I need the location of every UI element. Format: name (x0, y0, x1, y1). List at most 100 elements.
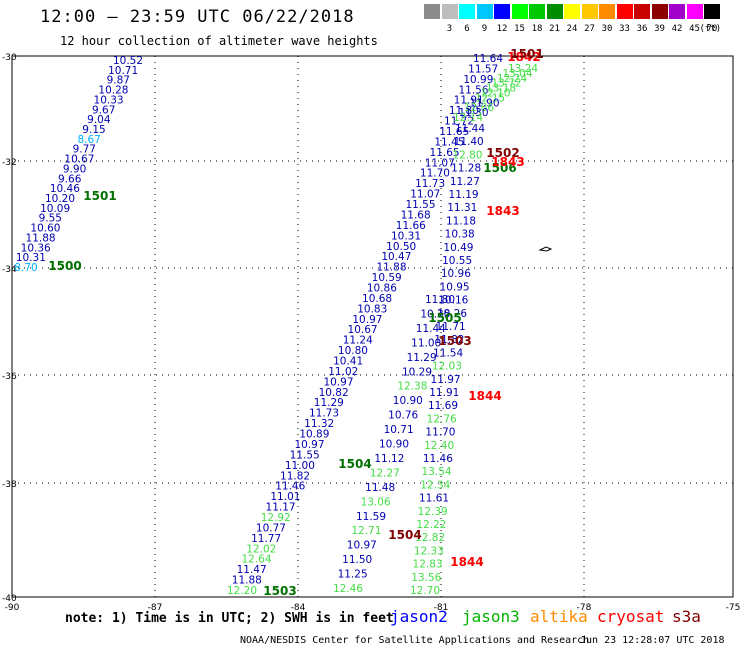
track3-value: 12.39 (418, 506, 448, 518)
track2-value: 10.41 (333, 356, 363, 368)
track1-value: 10.31 (16, 252, 46, 264)
track2-value: 11.29 (314, 397, 344, 409)
track2-value: 11.02 (328, 366, 358, 378)
track1-value: 9.77 (73, 144, 96, 156)
track2-value: 11.24 (343, 335, 373, 347)
map-grid (11, 55, 734, 598)
track2-value: 11.45 (434, 136, 464, 148)
track2-value: 12.20 (227, 585, 257, 597)
track2-value: 10.59 (372, 272, 402, 284)
track4-value: 11.50 (342, 554, 372, 566)
track4-value: 10.90 (393, 395, 423, 407)
track2-value: 12.02 (246, 543, 276, 555)
time-label: 1501 (83, 189, 116, 203)
track4-value: 12.27 (370, 467, 400, 479)
footer-credit: NOAA/NESDIS Center for Satellite Applica… (240, 635, 590, 646)
track2-value: 11.47 (237, 564, 267, 576)
track-top-value: 11.30 (458, 107, 488, 119)
time-label: 1843 (491, 155, 524, 169)
track1-value: 9.90 (63, 163, 86, 175)
track2-value: 10.82 (319, 387, 349, 399)
track1-value: 10.28 (98, 85, 128, 97)
page-subtitle: 12 hour collection of altimeter wave hei… (60, 34, 378, 48)
track1-value: 10.67 (64, 154, 94, 166)
track2-value: 11.68 (401, 209, 431, 221)
legend-label: 42 (671, 24, 683, 34)
satellite-name: jason3 (462, 607, 520, 626)
time-label: 1505 (428, 311, 461, 325)
track4-value: 11.59 (356, 511, 386, 523)
track1-value: 11.88 (26, 232, 56, 244)
track1-value: 8.70 (14, 262, 37, 274)
legend-label: 21 (549, 24, 560, 34)
track2-value: 10.97 (352, 314, 382, 326)
legend-label: 45 (689, 24, 700, 34)
track4-value: 10.35 (420, 308, 450, 320)
legend-swatch (616, 4, 633, 19)
track3-value: 12.40 (424, 440, 454, 452)
track4-value: 10.97 (347, 540, 377, 552)
legend-swatch (669, 4, 685, 19)
lat-label: -32 (2, 158, 17, 168)
track1-value: 10.60 (30, 223, 60, 235)
wave-tracks: 10.5210.719.8710.2810.339.679.049.158.67… (14, 53, 538, 597)
legend-label: 70 (706, 24, 718, 34)
track2-value: 11.07 (425, 157, 455, 169)
legend-label: 27 (584, 24, 595, 34)
track4-value: 11.12 (374, 453, 404, 465)
track2-value: 11.56 (458, 84, 488, 96)
time-label: 1502 (486, 146, 519, 160)
time-label: 1506 (483, 161, 516, 175)
track3-value: 13.56 (411, 572, 441, 584)
time-label: 1844 (468, 389, 501, 403)
legend-label: 30 (601, 24, 613, 34)
track2-value: 10.47 (381, 251, 411, 263)
track3-value: 11.91 (429, 387, 459, 399)
track2-value: 11.73 (415, 178, 445, 190)
track-top-value: 11.90 (469, 97, 499, 109)
satellite-name: altika (530, 607, 588, 626)
track3-value: 12.03 (432, 361, 462, 373)
legend-swatch (686, 4, 703, 19)
footer-note: note: 1) Time is in UTC; 2) SWH is in fe… (65, 611, 394, 626)
track4-value: 12.71 (351, 525, 381, 537)
time-label: 1503 (263, 584, 296, 598)
map-frame (11, 55, 734, 598)
track2-value: 11.55 (405, 199, 435, 211)
track2-value: 12.92 (261, 512, 291, 524)
track3-value: 12.83 (413, 559, 443, 571)
track3-value: 12.70 (410, 585, 440, 597)
track2-value: 10.99 (463, 74, 493, 86)
track2-value: 11.88 (232, 575, 262, 587)
legend-label: 39 (654, 24, 665, 34)
lon-label: -78 (577, 603, 592, 613)
satellite-name: s3a (672, 607, 701, 626)
track3-value: 10.49 (443, 242, 473, 254)
page-title: 12:00 – 23:59 UTC 06/22/2018 (40, 7, 355, 27)
time-label: 1504 (338, 457, 371, 471)
track2-value: 11.82 (280, 470, 310, 482)
track3-value: 10.96 (441, 268, 471, 280)
track3-value: 11.27 (450, 176, 480, 188)
track2-value: 10.86 (367, 282, 397, 294)
track2-value: 10.83 (357, 303, 387, 315)
time-label: 1500 (48, 259, 81, 273)
track4-value: 11.48 (365, 482, 395, 494)
track2-value: 10.97 (294, 439, 324, 451)
time-label: 1504 (388, 528, 421, 542)
legend-swatch (424, 4, 440, 19)
track4-value: 10.76 (388, 410, 418, 422)
track3-value: 11.31 (447, 202, 477, 214)
track3-value: 11.19 (449, 189, 479, 201)
legend-swatch (511, 4, 528, 19)
track4-value: 10.29 (402, 366, 432, 378)
track2-value: 11.00 (285, 460, 315, 472)
track1-value: 9.87 (107, 75, 130, 87)
track4-value: 11.44 (416, 323, 446, 335)
track-top-value: 12.86 (464, 102, 494, 114)
track2-value: 10.80 (338, 345, 368, 357)
lat-label: -30 (2, 53, 17, 63)
track2-value: 10.97 (323, 376, 353, 388)
track3-value: 11.44 (455, 123, 485, 135)
legend-label: 33 (619, 24, 630, 34)
